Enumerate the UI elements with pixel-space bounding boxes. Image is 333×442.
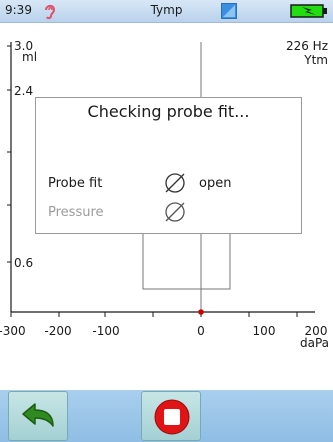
frequency-label: 226 Hz [285, 39, 328, 53]
measure-label: Ytm [304, 53, 328, 67]
x-tick-label: 200 [305, 324, 328, 338]
stop-button[interactable] [141, 391, 201, 441]
stop-icon [154, 399, 190, 435]
plot-canvas: 3.0 ml 2.4 0.6 -300 -200 -100 0 100 200 … [0, 39, 329, 350]
back-arrow-icon [22, 403, 54, 427]
status-bar: 9:39 Tymp [0, 0, 333, 23]
y-tick-label: 0.6 [14, 256, 33, 270]
pressure-marker [198, 309, 204, 315]
probe-fit-dialog: Checking probe fit... Probe fit open Pre… [35, 97, 302, 234]
pressure-label: Pressure [48, 205, 104, 220]
x-axis-unit: daPa [300, 336, 329, 350]
dialog-title: Checking probe fit... [87, 102, 250, 121]
y-axis-unit: ml [22, 50, 37, 64]
empty-set-icon [165, 173, 185, 193]
x-tick-label: -100 [92, 324, 119, 338]
x-tick-label: -200 [44, 324, 71, 338]
back-button[interactable] [8, 391, 68, 441]
tympanogram-plot: 3.0 ml 2.4 0.6 -300 -200 -100 0 100 200 … [0, 22, 333, 362]
probe-fit-value: open [199, 176, 232, 191]
x-tick-label: 0 [197, 324, 205, 338]
ear-icon [45, 4, 56, 20]
y-tick-label: 3.0 [14, 39, 33, 53]
probe-fit-label: Probe fit [48, 176, 103, 191]
x-tick-label: -300 [0, 324, 26, 338]
empty-set-icon [165, 202, 185, 222]
app-title: Tymp [150, 3, 183, 17]
x-tick-label: 100 [253, 324, 276, 338]
status-time: 9:39 [5, 3, 32, 17]
screen-icon[interactable] [221, 3, 237, 19]
y-tick-label: 2.4 [14, 84, 33, 98]
battery-charging-icon [290, 4, 327, 18]
bottom-toolbar [0, 390, 333, 442]
